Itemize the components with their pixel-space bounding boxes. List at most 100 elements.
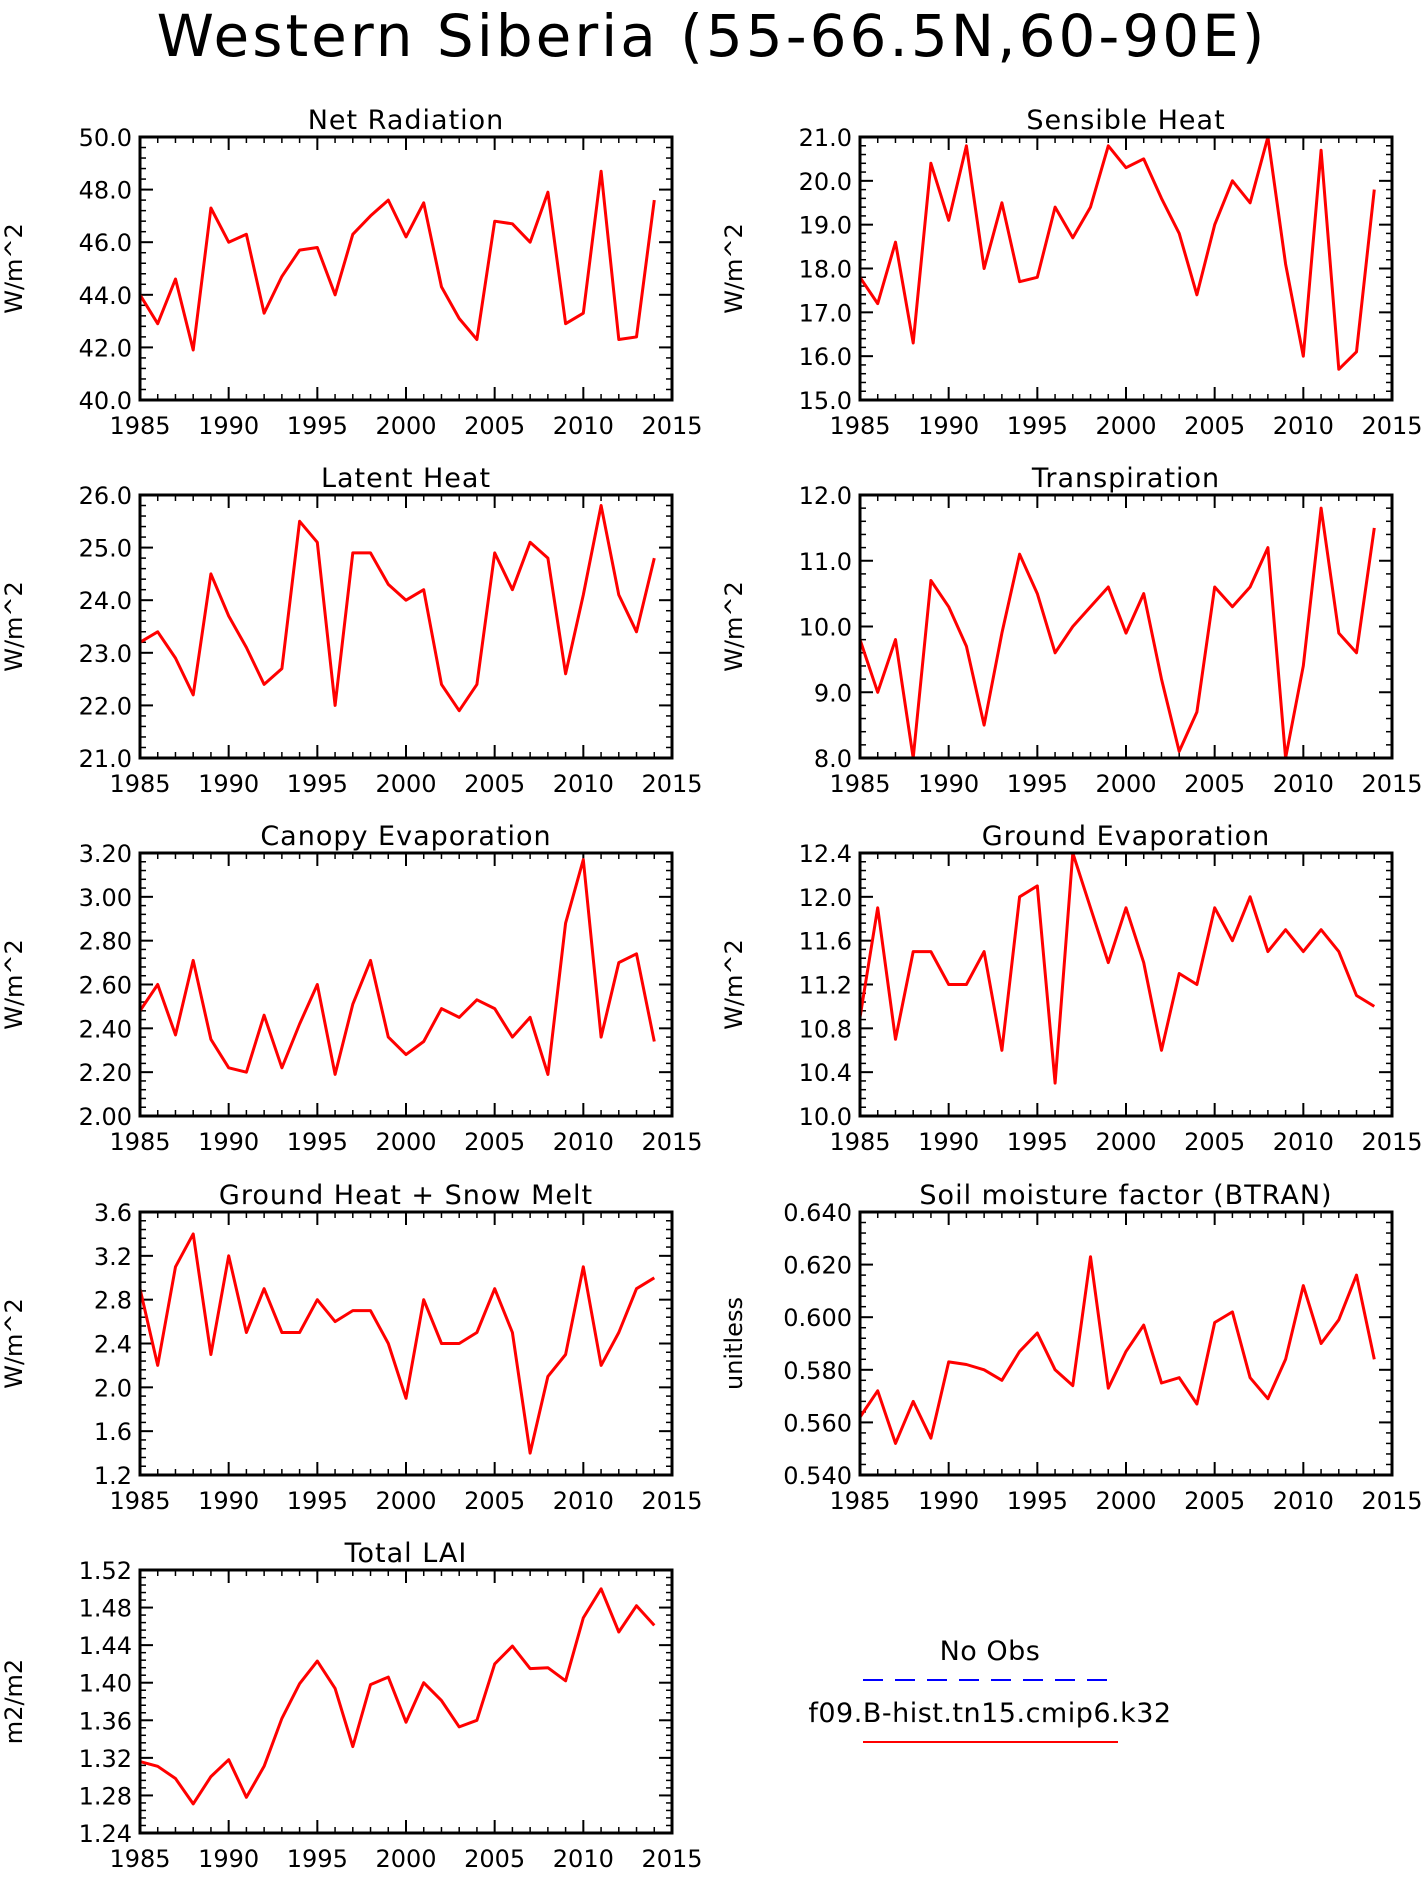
plot-frame: [138, 135, 674, 402]
y-tick-label: 2.00: [79, 1103, 132, 1131]
y-axis-label: unitless: [720, 1297, 748, 1390]
y-tick-label: 10.4: [799, 1059, 852, 1087]
x-tick-label: 2015: [641, 1128, 702, 1156]
y-tick-label: 3.00: [79, 884, 132, 912]
y-axis-label: W/m^2: [0, 223, 28, 314]
y-tick-label: 1.28: [79, 1782, 132, 1810]
x-tick-label: 2005: [464, 1845, 525, 1873]
x-tick-label: 1990: [198, 1128, 259, 1156]
x-tick-label: 2000: [1095, 770, 1156, 798]
y-tick-label: 1.32: [79, 1745, 132, 1773]
x-tick-label: 2005: [1184, 1128, 1245, 1156]
series-line-total-lai: [139, 1587, 656, 1806]
y-tick-label: 0.600: [783, 1304, 852, 1332]
y-tick-label: 12.0: [799, 482, 852, 510]
y-tick-label: 12.0: [799, 884, 852, 912]
y-tick-label: 21.0: [79, 745, 132, 773]
y-axis-label: W/m^2: [720, 939, 748, 1030]
legend: No Obs f09.B-hist.tn15.cmip6.k32: [808, 1636, 1171, 1743]
x-tick-label: 2005: [1184, 1487, 1245, 1515]
series-line-net-radiation: [138, 169, 656, 352]
y-tick-label: 10.0: [799, 1103, 852, 1131]
y-tick-label: 0.580: [783, 1357, 852, 1385]
y-tick-label: 0.620: [783, 1252, 852, 1280]
y-tick-label: 11.0: [799, 548, 852, 576]
y-tick-label: 11.6: [799, 928, 852, 956]
x-tick-label: 2005: [464, 1128, 525, 1156]
y-tick-label: 2.60: [79, 972, 132, 1000]
x-tick-label: 2010: [553, 1128, 614, 1156]
panel-title: Latent Heat: [321, 463, 491, 494]
y-tick-label: 50.0: [79, 124, 132, 152]
y-tick-label: 1.44: [79, 1632, 132, 1660]
panel-title: Ground Evaporation: [982, 821, 1271, 852]
series-line-ground-heat-snow-melt: [138, 1232, 656, 1455]
x-tick-label: 2000: [1095, 1487, 1156, 1515]
y-tick-label: 11.2: [799, 972, 852, 1000]
legend-label-model-run: f09.B-hist.tn15.cmip6.k32: [808, 1698, 1171, 1729]
plot-frame: [858, 493, 1394, 760]
plot-frame: [858, 135, 1394, 402]
panel-title: Soil moisture factor (BTRAN): [919, 1180, 1332, 1211]
y-tick-label: 0.540: [783, 1462, 852, 1490]
y-tick-label: 15.0: [799, 387, 852, 415]
x-tick-label: 2015: [1361, 770, 1422, 798]
x-tick-label: 1990: [918, 412, 979, 440]
x-tick-label: 2005: [464, 770, 525, 798]
plot-frame: [138, 493, 674, 760]
panel-title: Net Radiation: [308, 105, 505, 136]
x-tick-label: 2010: [553, 412, 614, 440]
legend-label-no-obs: No Obs: [940, 1636, 1041, 1667]
y-tick-label: 20.0: [799, 168, 852, 196]
x-tick-label: 1985: [829, 770, 890, 798]
y-tick-label: 25.0: [79, 535, 132, 563]
y-tick-label: 22.0: [79, 692, 132, 720]
x-tick-label: 2000: [1095, 1128, 1156, 1156]
x-tick-label: 1990: [198, 1845, 259, 1873]
chart-sensible-heat: 1985 1990 1995 2000 2005 2010 2015 15.0 16.0 17.0…: [720, 105, 1423, 440]
y-tick-label: 0.560: [783, 1409, 852, 1437]
x-tick-label: 1990: [198, 1487, 259, 1515]
series-line-sensible-heat: [858, 135, 1376, 371]
y-tick-label: 23.0: [79, 640, 132, 668]
y-tick-label: 1.48: [79, 1595, 132, 1623]
x-tick-label: 2005: [464, 1487, 525, 1515]
y-tick-label: 9.0: [814, 679, 852, 707]
x-tick-label: 2000: [375, 770, 436, 798]
series-line-soil-moisture-factor-btran: [858, 1255, 1376, 1445]
y-tick-label: 48.0: [79, 177, 132, 205]
y-tick-label: 2.8: [94, 1287, 132, 1315]
x-tick-label: 2010: [1273, 1487, 1334, 1515]
panel-title: Transpiration: [1031, 463, 1220, 494]
panel-title: Total LAI: [344, 1538, 468, 1569]
y-tick-label: 2.4: [94, 1331, 132, 1359]
x-tick-label: 2000: [375, 1128, 436, 1156]
y-tick-label: 3.6: [94, 1199, 132, 1227]
y-tick-label: 1.6: [94, 1418, 132, 1446]
y-tick-label: 1.52: [79, 1557, 132, 1585]
plot-frame: [138, 1210, 674, 1477]
y-tick-label: 2.40: [79, 1015, 132, 1043]
chart-transpiration: 1985 1990 1995 2000 2005 2010 2015 8.0 9.0 10.0 11…: [720, 463, 1423, 798]
series-line-ground-evaporation: [858, 851, 1376, 1085]
x-tick-label: 1985: [109, 1487, 170, 1515]
x-tick-label: 1995: [1007, 1128, 1068, 1156]
y-tick-label: 0.640: [783, 1199, 852, 1227]
x-tick-label: 2000: [1095, 412, 1156, 440]
y-tick-label: 26.0: [79, 482, 132, 510]
y-tick-label: 2.20: [79, 1059, 132, 1087]
plot-frame: [858, 1210, 1394, 1477]
x-tick-label: 1985: [829, 1128, 890, 1156]
series-line-latent-heat: [139, 504, 656, 713]
y-tick-label: 46.0: [79, 229, 132, 257]
x-tick-label: 2000: [375, 412, 436, 440]
y-tick-label: 8.0: [814, 745, 852, 773]
y-axis-label: W/m^2: [720, 223, 748, 314]
x-tick-label: 1995: [287, 1487, 348, 1515]
y-axis-label: W/m^2: [0, 1298, 28, 1389]
x-tick-label: 1995: [1007, 412, 1068, 440]
x-tick-label: 1990: [918, 1487, 979, 1515]
y-tick-label: 1.36: [79, 1707, 132, 1735]
y-tick-label: 1.24: [79, 1820, 132, 1848]
